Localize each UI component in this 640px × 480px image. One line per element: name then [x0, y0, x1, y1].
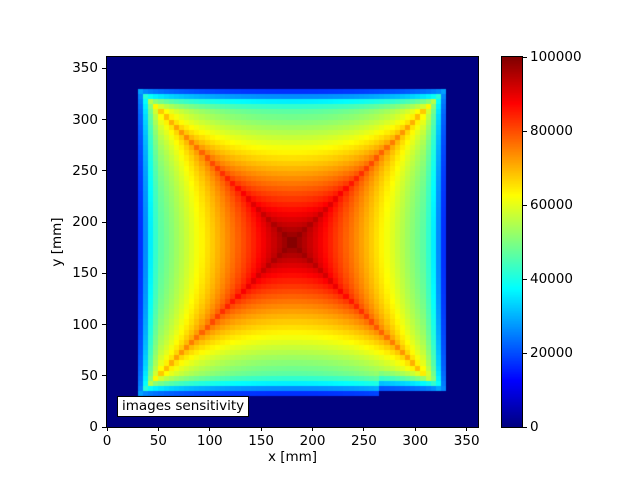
- x-tick-label: 300: [402, 433, 429, 449]
- x-tick-label: 350: [453, 433, 480, 449]
- annotation-text: images sensitivity: [122, 398, 245, 414]
- colorbar-tick-mark: [523, 204, 527, 206]
- x-tick-label: 50: [149, 433, 167, 449]
- x-tick-label: 0: [102, 433, 112, 449]
- y-tick-label: 0: [89, 419, 98, 435]
- x-tick-label: 250: [351, 433, 377, 449]
- x-tick-label: 150: [248, 433, 275, 449]
- colorbar: [501, 56, 523, 428]
- annotation-box: images sensitivity: [117, 396, 250, 417]
- x-axis-label: x [mm]: [267, 449, 318, 465]
- y-tick-mark: [102, 426, 106, 428]
- colorbar-tick-label: 0: [530, 419, 539, 435]
- x-tick-mark: [106, 427, 108, 431]
- y-tick-mark: [102, 272, 106, 274]
- colorbar-tick-mark: [523, 352, 527, 354]
- colorbar-tick-mark: [523, 56, 527, 58]
- x-tick-mark: [157, 427, 159, 431]
- y-tick-label: 200: [72, 214, 98, 230]
- heatmap-image: [106, 56, 479, 428]
- x-tick-mark: [260, 427, 262, 431]
- y-tick-mark: [102, 170, 106, 172]
- x-tick-mark: [414, 427, 416, 431]
- x-tick-mark: [466, 427, 468, 431]
- y-tick-label: 300: [72, 111, 98, 128]
- y-tick-label: 100: [72, 316, 98, 333]
- y-tick-label: 150: [72, 265, 98, 282]
- x-tick-label: 200: [299, 433, 326, 449]
- x-tick-mark: [363, 427, 365, 431]
- x-tick-mark: [312, 427, 314, 431]
- y-tick-label: 50: [80, 367, 98, 384]
- y-tick-mark: [102, 375, 106, 377]
- colorbar-tick-mark: [523, 426, 527, 428]
- y-tick-mark: [102, 67, 106, 69]
- colorbar-tick-label: 20000: [530, 345, 573, 361]
- colorbar-tick-label: 40000: [530, 271, 573, 287]
- y-tick-mark: [102, 119, 106, 121]
- colorbar-tick-label: 80000: [530, 123, 573, 139]
- y-tick-mark: [102, 324, 106, 325]
- colorbar-tick-mark: [523, 130, 527, 132]
- colorbar-tick-label: 60000: [530, 197, 573, 213]
- y-axis-label: y [mm]: [49, 217, 65, 267]
- y-tick-label: 250: [72, 162, 98, 179]
- colorbar-tick-mark: [523, 278, 527, 280]
- y-tick-mark: [102, 221, 106, 223]
- x-tick-label: 100: [196, 433, 223, 449]
- x-tick-mark: [209, 427, 211, 431]
- y-tick-label: 350: [72, 60, 98, 77]
- colorbar-tick-label: 100000: [530, 49, 582, 65]
